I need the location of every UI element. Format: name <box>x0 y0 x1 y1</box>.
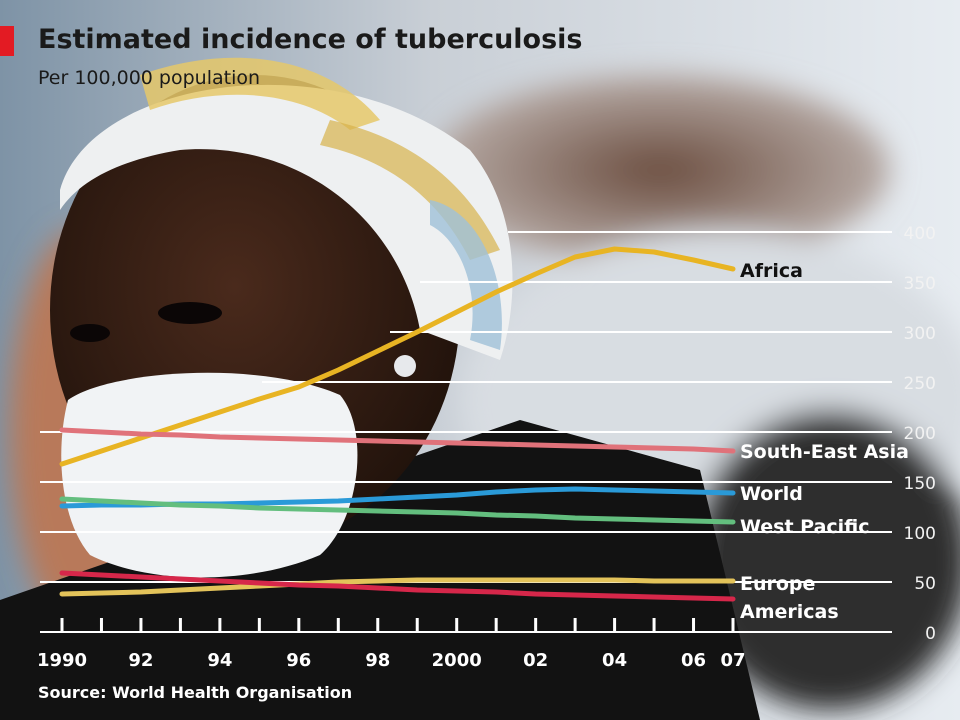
series-line-west-pacific <box>59 496 736 525</box>
series-line-south-east-asia <box>59 427 736 454</box>
x-tick-label: 94 <box>207 650 232 671</box>
series-label-africa: Africa <box>740 260 803 282</box>
x-tick-label: 98 <box>365 650 390 671</box>
series-label-europe: Europe <box>740 573 815 595</box>
accent-bar <box>0 26 14 56</box>
chart-title: Estimated incidence of tuberculosis <box>38 24 583 55</box>
chart-subtitle: Per 100,000 population <box>38 67 261 89</box>
x-tick-label: 06 <box>681 650 706 671</box>
y-tick-label: 250 <box>904 374 936 394</box>
y-tick-label: 350 <box>904 274 936 294</box>
y-tick-label: 150 <box>904 474 936 494</box>
x-tick-label: 96 <box>286 650 311 671</box>
source-note: Source: World Health Organisation <box>38 683 353 702</box>
y-tick-label: 200 <box>904 424 936 444</box>
y-tick-label: 0 <box>925 624 936 644</box>
series-line-africa <box>59 246 736 467</box>
series-line-europe <box>59 577 736 597</box>
series-label-world: World <box>740 483 803 505</box>
x-tick-label: 92 <box>128 650 153 671</box>
series-line-americas <box>59 570 736 602</box>
y-tick-label: 400 <box>904 224 936 244</box>
x-tick-label: 07 <box>720 650 745 671</box>
x-tick-label: 2000 <box>432 650 482 671</box>
x-tick-label: 02 <box>523 650 548 671</box>
series-label-americas: Americas <box>740 601 839 623</box>
y-tick-label: 100 <box>904 524 936 544</box>
y-tick-label: 300 <box>904 324 936 344</box>
x-tick-label: 1990 <box>37 650 87 671</box>
y-tick-label: 50 <box>914 574 936 594</box>
series-label-west-pacific: West Pacific <box>740 516 870 538</box>
x-tick-label: 04 <box>602 650 627 671</box>
series-label-south-east-asia: South-East Asia <box>740 441 909 463</box>
